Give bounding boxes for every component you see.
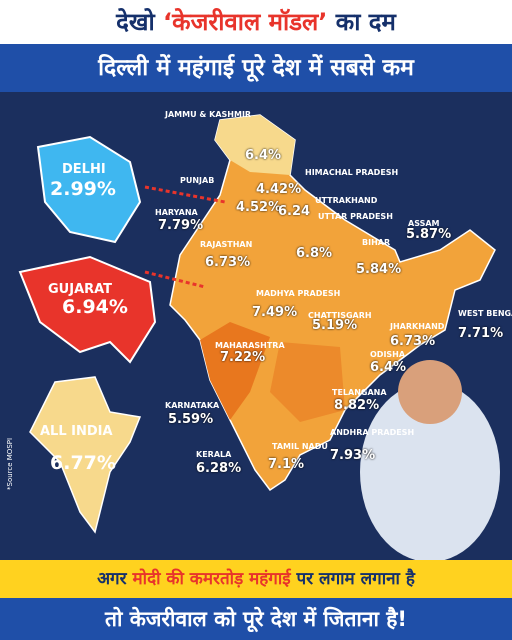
region-name: UTTRAKHAND <box>315 196 378 205</box>
title-highlight: ‘केजरीवाल मॉडल’ <box>163 8 328 36</box>
callout-name: DELHI <box>62 162 106 177</box>
region-value: 5.59% <box>168 412 214 427</box>
map-bg <box>0 92 512 560</box>
region-name: PUNJAB <box>180 176 215 185</box>
region-value: 7.49% <box>252 305 298 320</box>
region-name: MADHYA PRADESH <box>256 289 341 298</box>
region-name: TELANGANA <box>332 388 387 397</box>
region-name: HIMACHAL PRADESH <box>305 168 399 177</box>
footer-part: पर लगाम लगाना है <box>296 569 415 589</box>
region-value: 6.73% <box>390 334 436 349</box>
region-value: 4.52% <box>236 200 282 215</box>
region-name: ODISHA <box>370 350 406 359</box>
region-jk <box>215 115 295 175</box>
source: *Source MOSPI <box>6 437 14 490</box>
callout-value: 6.77% <box>50 452 116 474</box>
region-name: ASSAM <box>408 219 440 228</box>
region-value: 7.22% <box>220 350 266 365</box>
arrow <box>144 270 206 289</box>
region-name: CHATTISGARH <box>308 311 372 320</box>
region-value: 7.79% <box>158 218 204 233</box>
callout-name: ALL INDIA <box>40 424 113 439</box>
region-name: TAMIL NADU <box>272 442 328 451</box>
region-value: 8.82% <box>334 398 380 413</box>
subtitle: दिल्ली में महंगाई पूरे देश में सबसे कम <box>0 44 512 92</box>
footer-line: तो केजरीवाल को पूरे देश में जिताना है! <box>0 598 512 640</box>
region-name: JHARKHAND <box>390 322 445 331</box>
callout-value: 6.94% <box>62 296 128 318</box>
region-name: ANDHRA PRADESH <box>330 428 415 437</box>
region-value: 7.1% <box>268 457 305 472</box>
region-value: 5.19% <box>312 318 358 333</box>
callout-value: 2.99% <box>50 178 116 200</box>
all-india-shape <box>29 376 142 534</box>
footer-highlight: मोदी की कमरतोड़ महंगाई <box>132 569 291 589</box>
footer-part: अगर <box>97 569 127 589</box>
person-figure <box>360 382 500 560</box>
title-part: का दम <box>335 8 396 36</box>
region-value: 5.84% <box>356 262 402 277</box>
region-value: 5.87% <box>406 227 452 242</box>
region-value: 6.4% <box>245 148 282 163</box>
title: देखो ‘केजरीवाल मॉडल’ का दम <box>0 0 512 44</box>
region-value: 6.73% <box>205 255 251 270</box>
region-name: BIHAR <box>362 238 391 247</box>
region-maharashtra <box>200 322 270 420</box>
india-map <box>169 114 496 492</box>
region-name: KERALA <box>196 450 232 459</box>
region-value: 6.24 <box>278 204 311 219</box>
region-value: 7.71% <box>458 326 504 341</box>
region-value: 4.42% <box>256 182 302 197</box>
region-name: KARNATAKA <box>165 401 220 410</box>
region-value: 7.93% <box>330 448 376 463</box>
region-telangana <box>270 342 345 422</box>
callout-name: GUJARAT <box>48 282 113 297</box>
title-part: देखो <box>116 8 155 36</box>
gujarat-shape <box>18 255 157 364</box>
person-head <box>398 360 462 424</box>
region-name: MAHARASHTRA <box>215 341 285 350</box>
delhi-shape <box>36 135 142 244</box>
region-name: RAJASTHAN <box>200 240 253 249</box>
region-name: WEST BENGAL <box>458 309 512 318</box>
region-value: 6.28% <box>196 461 242 476</box>
footer-line: अगर मोदी की कमरतोड़ महंगाई पर लगाम लगाना… <box>0 560 512 598</box>
region-name: HARYANA <box>155 208 198 217</box>
region-name: JAMMU & KASHMIR <box>165 110 252 119</box>
region-value: 6.8% <box>296 246 333 261</box>
region-name: UTTAR PRADESH <box>318 212 393 221</box>
region-value: 6.4% <box>370 360 407 375</box>
